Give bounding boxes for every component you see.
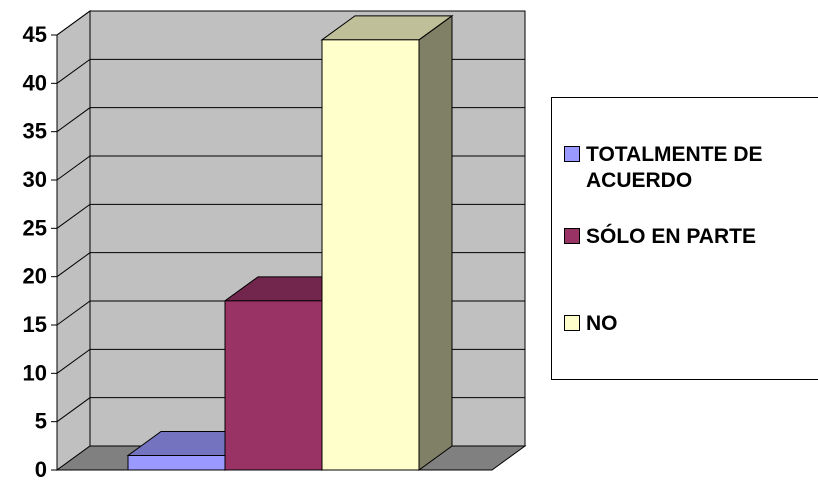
legend-label-no: NO	[586, 312, 618, 335]
y-tick-label: 10	[23, 360, 47, 385]
gridline	[56, 10, 525, 36]
legend-swatch-totalmente	[564, 146, 580, 162]
bars	[126, 14, 454, 471]
y-tick-label: 35	[23, 119, 47, 144]
y-tick-label: 45	[23, 22, 47, 47]
bar-front	[224, 300, 323, 471]
bar-front	[127, 455, 226, 471]
value-axis: 0 5 10 15 20 25 30 35 40 45	[23, 22, 492, 482]
y-tick-label: 0	[35, 457, 47, 482]
legend-label-solo: SÓLO EN PARTE	[586, 225, 756, 248]
y-tick-label: 5	[35, 409, 47, 434]
y-tick-label: 20	[23, 264, 47, 289]
y-tick-label: 40	[23, 70, 47, 95]
bar-side	[418, 14, 453, 471]
bar-no	[320, 14, 454, 471]
y-tick-label: 30	[23, 167, 47, 192]
legend-swatch-solo	[564, 228, 580, 244]
bar-front	[321, 39, 420, 471]
legend-item-solo-en-parte: SÓLO EN PARTE	[564, 224, 818, 250]
legend: TOTALMENTE DE ACUERDO SÓLO EN PARTE NO	[551, 97, 818, 380]
legend-item-no: NO	[564, 311, 818, 337]
bar-chart: 0 5 10 15 20 25 30 35 40 45	[23, 10, 527, 482]
y-tick-label: 25	[23, 215, 47, 240]
y-tick-label: 15	[23, 312, 47, 337]
legend-label-totalmente: TOTALMENTE DE ACUERDO	[586, 143, 763, 192]
legend-item-totalmente-de-acuerdo: TOTALMENTE DE ACUERDO	[564, 142, 818, 194]
legend-swatch-no	[564, 315, 580, 331]
